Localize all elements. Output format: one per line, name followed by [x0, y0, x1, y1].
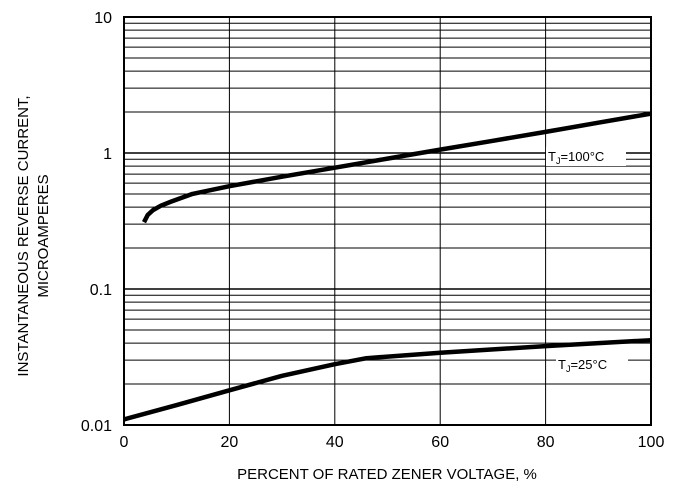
- series-line-tj-25c: [123, 337, 652, 422]
- plot-border: [123, 16, 652, 426]
- y-tick-label: 0.01: [81, 418, 112, 435]
- series-label-tj-100c: TJ=100°C: [548, 149, 604, 166]
- y-tick-label: 10: [94, 10, 112, 27]
- series-label-tj-100c-background: [546, 147, 626, 166]
- series-label-tj-25c: TJ=25°C: [558, 357, 607, 374]
- tick-labels: 0 20 40 60 80 100 0.01 0.1 1 10: [81, 10, 665, 451]
- y-axis-label-line2: MICROAMPERES: [35, 174, 52, 297]
- x-tick-label: 80: [537, 434, 555, 451]
- series-line-tj-100c: [141, 111, 652, 224]
- grid: [124, 17, 651, 425]
- y-tick-label: 1: [103, 146, 112, 163]
- x-axis-label: PERCENT OF RATED ZENER VOLTAGE, %: [237, 466, 537, 483]
- y-tick-label: 0.1: [90, 282, 112, 299]
- plot-frame: [123, 16, 652, 426]
- series-label-tj-25c-background: [556, 355, 628, 374]
- x-tick-label: 40: [326, 434, 344, 451]
- x-tick-label: 60: [431, 434, 449, 451]
- x-tick-label: 100: [638, 434, 665, 451]
- series-labels: TJ=100°C TJ=25°C: [546, 147, 628, 374]
- x-tick-label: 20: [221, 434, 239, 451]
- y-axis-label-line1: INSTANTANEOUS REVERSE CURRENT,: [15, 95, 32, 376]
- x-tick-label: 0: [120, 434, 129, 451]
- series-lines: [123, 111, 652, 422]
